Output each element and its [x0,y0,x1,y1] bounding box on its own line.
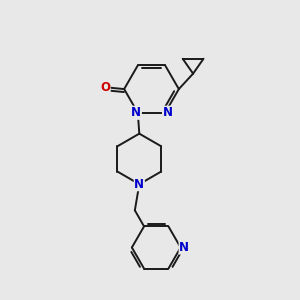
Text: N: N [131,106,141,119]
Text: N: N [163,106,172,119]
Text: N: N [179,241,189,254]
Text: O: O [100,81,110,94]
Text: N: N [134,178,144,191]
